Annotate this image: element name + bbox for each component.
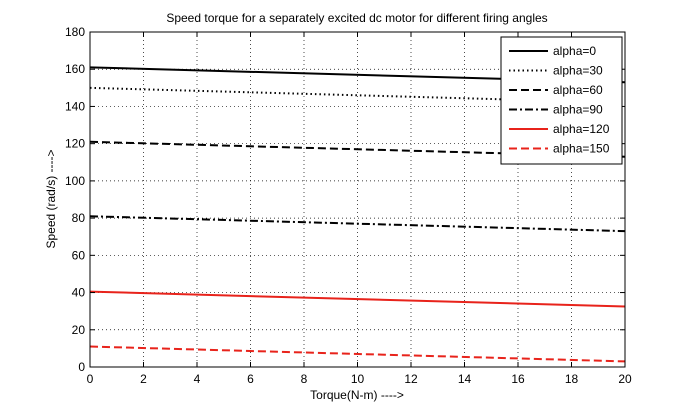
y-tick-label: 180: [65, 25, 85, 39]
y-tick-labels: 0 20 40 60 80 100 120 140 160 180: [65, 25, 85, 374]
x-tick-label: 12: [404, 372, 418, 386]
series-line: [89, 215, 626, 233]
y-tick-label: 80: [72, 211, 86, 225]
x-tick-label: 16: [511, 372, 525, 386]
y-tick-label: 40: [72, 286, 86, 300]
legend-label: alpha=120: [553, 122, 610, 136]
legend-label: alpha=60: [553, 83, 603, 97]
x-tick-label: 8: [301, 372, 308, 386]
legend-label: alpha=90: [553, 103, 603, 117]
legend: alpha=0 alpha=30 alpha=60 alpha=90 alpha=120…: [500, 36, 623, 165]
x-tick-label: 4: [194, 372, 201, 386]
legend-label: alpha=0: [553, 44, 596, 58]
y-tick-label: 120: [65, 137, 85, 151]
legend-label: alpha=150: [553, 142, 610, 156]
x-tick-label: 6: [247, 372, 254, 386]
y-tick-label: 160: [65, 62, 85, 76]
legend-label: alpha=30: [553, 64, 603, 78]
x-tick-label: 0: [87, 372, 94, 386]
y-tick-label: 140: [65, 99, 85, 113]
y-tick-label: 0: [78, 360, 85, 374]
ticks: [89, 31, 626, 368]
y-tick-label: 20: [72, 323, 86, 337]
y-axis-label: Speed (rad/s) ---->: [44, 149, 58, 248]
x-tick-label: 2: [140, 372, 147, 386]
x-tick-label: 14: [458, 372, 472, 386]
x-axis-label: Torque(N-m) ---->: [310, 388, 404, 402]
x-tick-label: 18: [565, 372, 579, 386]
y-tick-label: 100: [65, 174, 85, 188]
legend-box: [500, 36, 623, 165]
x-tick-labels: 0 2 4 6 8 10 12 14 16 18 20: [87, 372, 632, 386]
chart-title: Speed torque for a separately excited dc…: [166, 11, 547, 25]
series-line: [89, 290, 626, 308]
y-tick-label: 60: [72, 248, 86, 262]
x-tick-label: 20: [618, 372, 632, 386]
series-line: [89, 345, 626, 363]
x-tick-label: 10: [351, 372, 365, 386]
